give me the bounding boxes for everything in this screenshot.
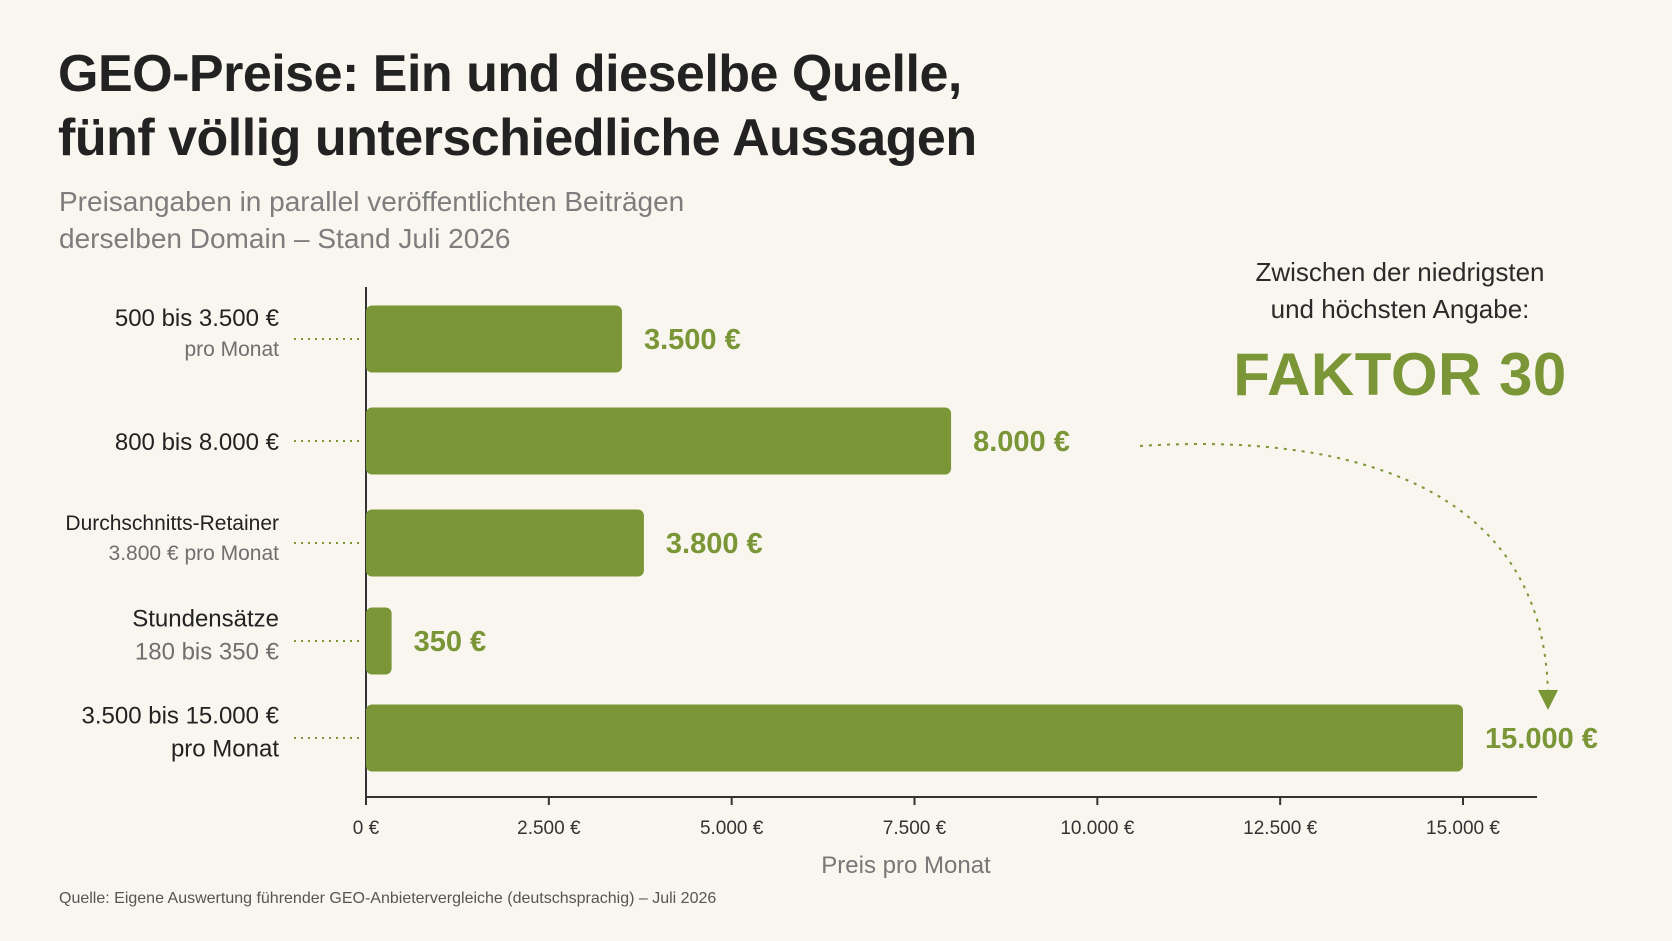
factor-highlight: FAKTOR 30 [1233, 341, 1567, 408]
x-tick-label: 2.500 € [517, 818, 581, 839]
category-sublabel: pro Monat [184, 338, 279, 361]
bar-value-label: 3.800 € [666, 528, 763, 560]
callout-line-2: und höchsten Angabe: [1270, 294, 1530, 324]
category-sublabel: 180 bis 350 € [135, 639, 280, 666]
x-tick-label: 5.000 € [700, 818, 764, 839]
x-tick-label: 12.500 € [1243, 818, 1317, 839]
bar-value-label: 8.000 € [973, 426, 1070, 458]
source-note: Quelle: Eigene Auswertung führender GEO-… [59, 890, 717, 907]
x-tick-label: 0 € [353, 818, 380, 839]
bar [366, 704, 1463, 772]
bar-value-label: 15.000 € [1485, 723, 1598, 755]
chart-title-line-1: GEO-Preise: Ein und dieselbe Quelle, [58, 45, 962, 103]
bar-value-label: 3.500 € [644, 324, 741, 356]
chart-subtitle-line-1: Preisangaben in parallel veröffentlichte… [59, 186, 685, 217]
x-tick-label: 7.500 € [883, 818, 947, 839]
category-sublabel: pro Monat [171, 736, 279, 763]
factor-callout: Zwischen der niedrigsten und höchsten An… [1180, 254, 1620, 410]
bar [366, 509, 644, 577]
chart-title: GEO-Preise: Ein und dieselbe Quelle, fün… [58, 42, 977, 170]
chart-subtitle: Preisangaben in parallel veröffentlichte… [59, 183, 684, 257]
bar [366, 407, 952, 475]
category-label: Durchschnitts-Retainer [65, 512, 279, 535]
chart-title-line-2: fünf völlig unterschiedliche Aussagen [58, 109, 977, 167]
x-tick-label: 10.000 € [1060, 818, 1134, 839]
bar [366, 305, 622, 373]
bar [366, 607, 392, 675]
callout-line-1: Zwischen der niedrigsten [1255, 257, 1545, 287]
bar-value-label: 350 € [414, 626, 487, 658]
category-label: 3.500 bis 15.000 € [82, 703, 280, 730]
x-tick-label: 15.000 € [1426, 818, 1500, 839]
x-axis-title: Preis pro Monat [821, 852, 991, 879]
category-label: 800 bis 8.000 € [115, 429, 280, 456]
chart-subtitle-line-2: derselben Domain – Stand Juli 2026 [59, 223, 511, 254]
category-sublabel: 3.800 € pro Monat [109, 542, 280, 565]
category-label: Stundensätze [132, 606, 279, 633]
factor-arrow [1139, 443, 1558, 710]
category-label: 500 bis 3.500 € [115, 305, 280, 332]
